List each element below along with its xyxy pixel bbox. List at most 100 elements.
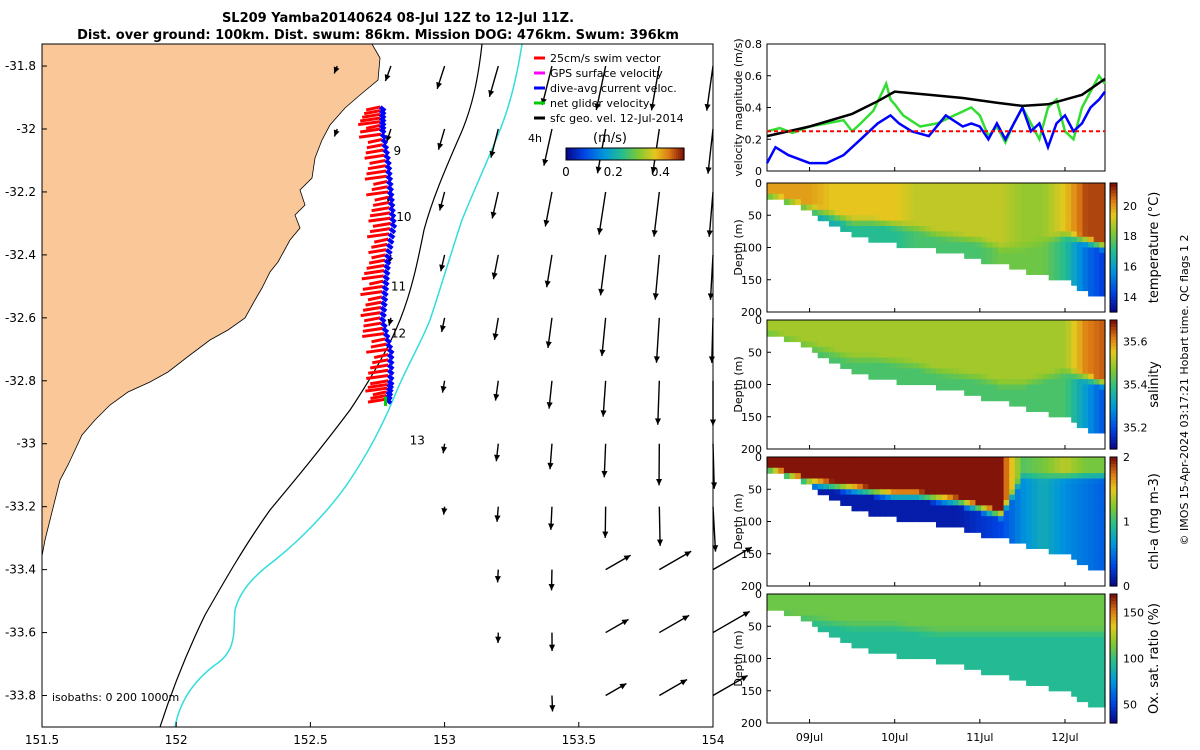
section-cell [1082,647,1089,654]
section-cell [1037,647,1044,654]
map-xtick-label: 152.5 [293,733,327,747]
glider-track [357,105,398,406]
speed-colorbar-cell [642,148,646,160]
section-cell [896,604,903,611]
section-cell [845,346,853,353]
section-cell [1082,548,1089,555]
section-cell [907,226,915,232]
section-cell [1065,395,1072,402]
section-cell [1059,537,1067,544]
section-cell [800,594,808,600]
section-colorbar-cell [1110,540,1117,545]
section-cell [862,500,869,506]
section-cell [936,341,943,348]
section-cell [896,209,903,216]
section-cell [986,363,993,369]
section-cell [924,653,931,660]
section-cell [1020,395,1027,402]
section-cell [1065,389,1072,396]
section-cell [840,330,847,337]
section-cell [1043,521,1050,528]
section-cell [924,510,931,517]
section-cell [986,357,993,364]
geo-vector-head [438,203,445,211]
swim-vector [359,127,381,134]
swim-vector [363,109,381,116]
section-cell [1093,669,1100,676]
section-cell [930,631,937,638]
section-cell [1054,537,1061,544]
section-cell [992,620,999,627]
section-cell [1009,183,1016,189]
section-colorbar-cell [1110,677,1117,682]
swim-vector [371,337,386,344]
section-cell [947,325,954,332]
section-cell [778,457,785,463]
section-cell [930,204,937,211]
section-cell [1003,215,1010,222]
section-cell [874,199,881,206]
section-cell [1059,320,1067,326]
section-cell [840,599,847,606]
speed-colorbar-cell [605,148,608,160]
section-cell [986,615,993,622]
section-cell [885,346,892,353]
section-cell [851,204,858,211]
section-cell [1020,363,1027,369]
section-cell [1037,400,1044,407]
section-colorbar-cell [1110,489,1117,494]
section-cell [845,188,853,195]
current-vector [378,127,387,135]
current-vector [385,342,394,350]
section-cell [986,389,993,396]
section-cell [1014,610,1022,617]
section-cell [1065,242,1072,249]
section-cell [845,457,853,463]
geo-vector-head [440,385,447,393]
section-cell [958,653,965,660]
section-cell [1071,610,1078,617]
section-cell [947,505,954,512]
section-cell [964,462,971,469]
section-cell [783,193,791,200]
section-cell [969,389,977,396]
section-cell [840,346,847,353]
section-cell [1082,680,1089,686]
section-cell [868,226,875,232]
section-cell [896,188,903,195]
section-cell [947,516,954,523]
section-cell [767,183,774,189]
current-vector [381,290,389,298]
section-cell [902,183,909,189]
section-cell [1048,473,1055,480]
section-colorbar-cell [1110,632,1117,637]
section-colorbar-cell [1110,436,1117,440]
section-cell [1003,532,1010,539]
section-cell [1037,500,1044,506]
section-cell [1071,258,1078,265]
section-colorbar-cell [1110,606,1117,611]
section-cell [1003,500,1010,506]
section-cell [1071,690,1078,697]
section-cell [1031,242,1038,249]
section-cell [834,457,841,463]
section-cell [958,346,965,353]
section-cell [992,494,999,501]
section-cell [1076,553,1084,560]
section-cell [958,615,965,622]
section-cell [992,467,999,474]
section-cell [896,615,903,622]
current-vector [387,200,396,208]
section-colorbar-cell [1110,247,1117,252]
speed-colorbar: 0 0.2 0.4 [562,147,685,179]
section-cell [834,188,841,195]
section-cell [997,631,1005,638]
section-cell [1099,320,1106,326]
section-cell [1076,279,1084,286]
swim-vector [366,143,384,150]
section-cell [986,379,993,386]
section-colorbar-tick: 50 [1123,699,1137,712]
section-cell [924,236,931,243]
section-cell [947,236,954,243]
